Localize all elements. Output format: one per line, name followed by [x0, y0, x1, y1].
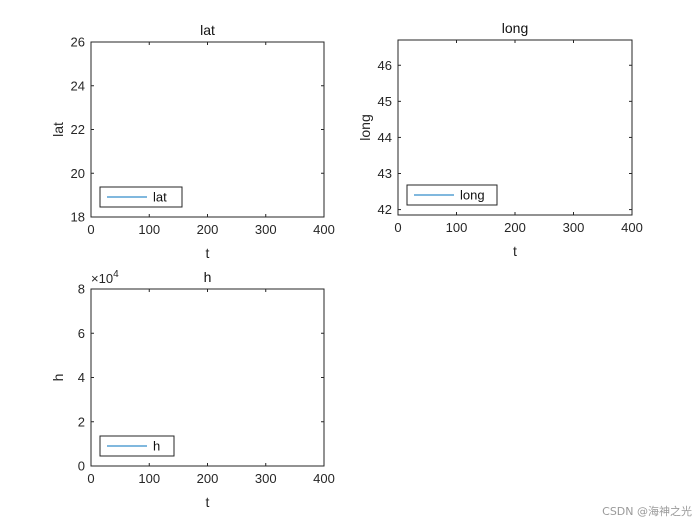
- y-tick-label: 8: [78, 282, 85, 297]
- y-tick-label: 26: [71, 35, 85, 50]
- watermark: CSDN @海神之光: [602, 505, 692, 518]
- legend: h: [99, 435, 175, 457]
- y-tick-label: 6: [78, 326, 85, 341]
- y-tick-label: 18: [71, 210, 85, 225]
- x-tick-label: 400: [621, 220, 643, 235]
- y-tick-label: 2: [78, 414, 85, 429]
- legend: long: [406, 184, 498, 206]
- subplot-h: 0 100 200 300 400 0 2 4 6 8 ×104 h t h h: [50, 269, 335, 510]
- y-tick-label: 42: [378, 202, 392, 217]
- x-tick-label: 0: [87, 222, 94, 237]
- x-tick-label: 100: [138, 471, 160, 486]
- subplot-lat: 0 100 200 300 400 18 20 22 24 26 lat t lat lat: [50, 22, 335, 261]
- chart-title: lat: [200, 22, 215, 38]
- legend-label: long: [460, 188, 485, 203]
- y-exponent-label: ×104: [91, 269, 119, 286]
- x-tick-label: 200: [197, 222, 219, 237]
- x-tick-label: 400: [313, 471, 335, 486]
- x-tick-label: 300: [255, 471, 277, 486]
- x-tick-label: 100: [446, 220, 468, 235]
- x-tick-label: 0: [87, 471, 94, 486]
- y-tick-label: 43: [378, 166, 392, 181]
- legend-label: h: [153, 439, 160, 454]
- x-tick-label: 100: [138, 222, 160, 237]
- y-tick-label: 45: [378, 94, 392, 109]
- y-tick-label: 20: [71, 166, 85, 181]
- x-tick-label: 200: [197, 471, 219, 486]
- y-axis-label: lat: [50, 122, 66, 137]
- chart-title: long: [502, 20, 528, 36]
- y-tick-label: 46: [378, 58, 392, 73]
- y-tick-label: 22: [71, 122, 85, 137]
- legend: lat: [99, 186, 183, 208]
- x-axis-label: t: [206, 494, 210, 510]
- subplot-long: 0 100 200 300 400 42 43 44 45 46 long t long long: [357, 20, 643, 259]
- x-axis-label: t: [206, 245, 210, 261]
- x-tick-label: 0: [394, 220, 401, 235]
- x-tick-label: 300: [255, 222, 277, 237]
- y-tick-label: 24: [71, 78, 85, 93]
- y-tick-label: 44: [378, 130, 392, 145]
- chart-title: h: [204, 269, 212, 285]
- y-tick-label: 4: [78, 370, 85, 385]
- y-tick-label: 0: [78, 459, 85, 474]
- x-tick-label: 400: [313, 222, 335, 237]
- x-tick-label: 300: [563, 220, 585, 235]
- y-axis-label: long: [357, 114, 373, 140]
- x-axis-label: t: [513, 243, 517, 259]
- legend-label: lat: [153, 190, 167, 205]
- y-axis-label: h: [50, 374, 66, 382]
- x-tick-label: 200: [504, 220, 526, 235]
